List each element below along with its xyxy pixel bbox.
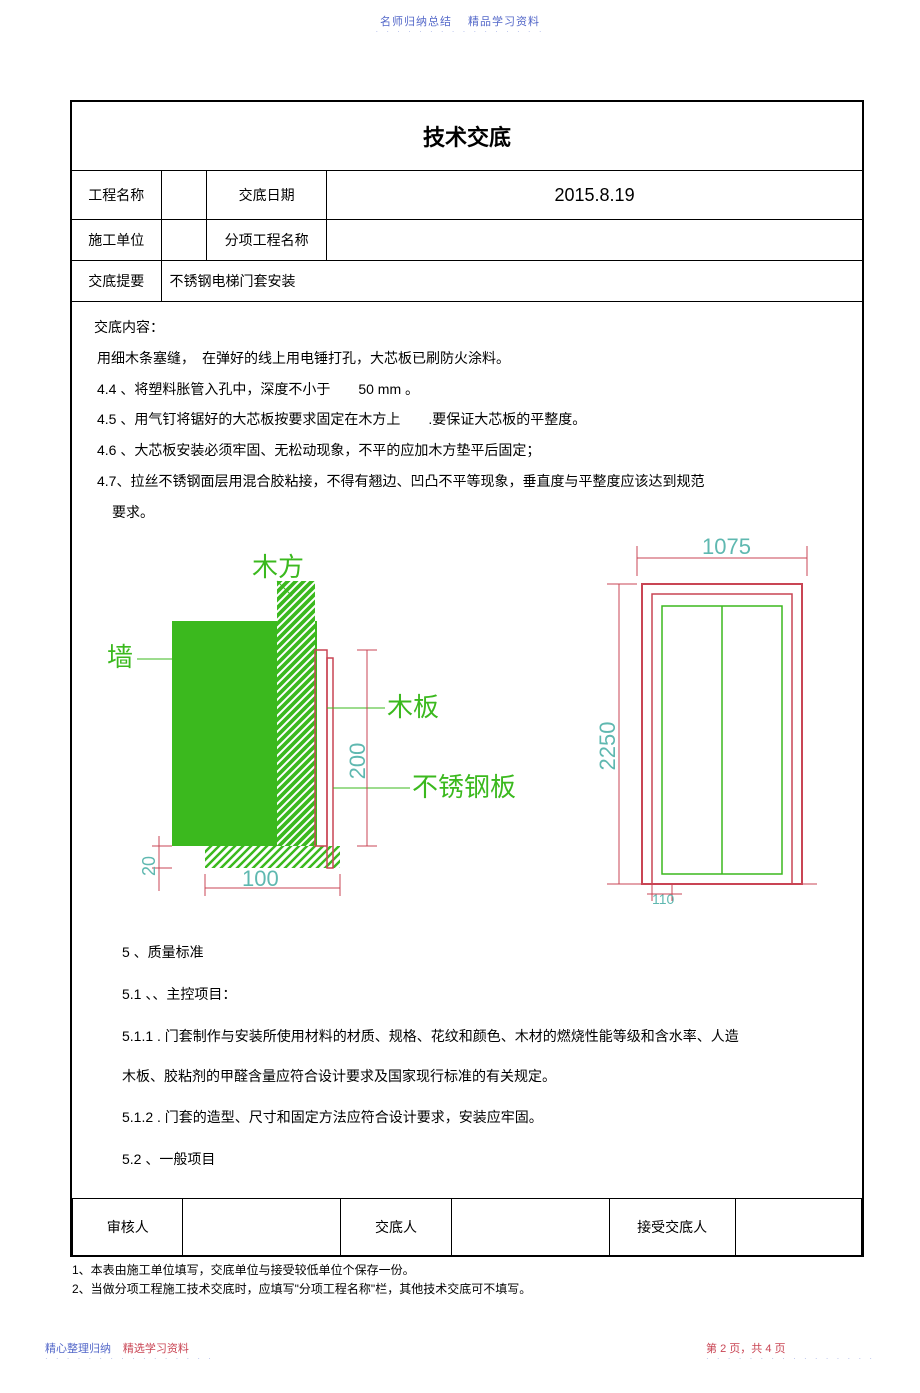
quality-line: 木板、胶粘剂的甲醛含量应符合设计要求及国家现行标准的有关规定。 (97, 1057, 837, 1096)
subproject-value (327, 220, 863, 261)
dim-w: 100 (242, 866, 279, 891)
receiver-value (735, 1198, 861, 1255)
dim-bottom: 20 (139, 856, 159, 876)
unit-label: 施工单位 (71, 220, 161, 261)
content-line: 4.6 、大芯板安装必须牢固、无松动现象，不平的应加木方垫平后固定； (72, 435, 862, 466)
subproject-label: 分项工程名称 (207, 220, 327, 261)
footer-right: 第 2 页，共 4 页 · · · · · · · · · · · · · · … (706, 1339, 875, 1363)
dim-base: 110 (652, 891, 675, 906)
date-label: 交底日期 (207, 171, 327, 220)
diagrams-row: 木方 墙 木板 不锈钢板 (72, 528, 862, 931)
signature-table: 审核人 交底人 接受交底人 (72, 1198, 862, 1255)
footer-dots-left: · · · · · · · · · · · · · · · · (45, 1354, 214, 1363)
summary-value: 不锈钢电梯门套安装 (161, 261, 863, 302)
dim-top: 1075 (702, 536, 751, 559)
bottom-hatch (205, 846, 340, 868)
content-line: 4.5 、用气钉将锯好的大芯板按要求固定在木方上 .要保证大芯板的平整度。 (72, 404, 862, 435)
presenter-label: 交底人 (341, 1198, 451, 1255)
quality-line: 5.2 、一般项目 (97, 1138, 837, 1180)
dim-h: 200 (345, 742, 370, 779)
elevation-diagram: 1075 (567, 536, 837, 906)
date-value: 2015.8.19 (327, 171, 863, 220)
receiver-label: 接受交底人 (609, 1198, 735, 1255)
section-diagram: 木方 墙 木板 不锈钢板 (97, 536, 517, 906)
page-header: 名师归纳总结 精品学习资料 · · · · · · · · · · · · · … (0, 0, 920, 40)
quality-line: 5.1 、、主控项目： (97, 973, 837, 1015)
content-inner: 交底内容： 用细木条塞缝， 在弹好的线上用电锤打孔，大芯板已刷防火涂料。 4.4… (72, 302, 862, 1198)
quality-line: 5 、质量标准 (97, 931, 837, 973)
header-dots: · · · · · · · · · · · · · · · · (0, 27, 920, 36)
wall-label: 墙 (107, 642, 133, 672)
page-body: 技术交底 工程名称 交底日期 2015.8.19 施工单位 分项工程名称 交底提… (0, 40, 920, 1319)
summary-label: 交底提要 (71, 261, 161, 302)
footer-dots-right: · · · · · · · · · · · · · · · · (706, 1354, 875, 1363)
reviewer-label: 审核人 (73, 1198, 183, 1255)
content-line: 用细木条塞缝， 在弹好的线上用电锤打孔，大芯板已刷防火涂料。 (72, 343, 862, 374)
unit-value (161, 220, 207, 261)
steel-board-rect (327, 658, 333, 868)
footer-left: 精心整理归纳 精选学习资料 · · · · · · · · · · · · · … (45, 1339, 214, 1363)
quality-section: 5 、质量标准 5.1 、、主控项目： 5.1.1 . 门套制作与安装所使用材料… (72, 931, 862, 1180)
wood-board-label: 木板 (387, 692, 439, 722)
wood-sq-label: 木方 (252, 552, 304, 582)
note-2: 2、当做分项工程施工技术交底时，应填写"分项工程名称"栏，其他技术交底可不填写。 (72, 1280, 850, 1299)
dim-height: 2250 (595, 721, 620, 770)
doc-title: 技术交底 (71, 101, 863, 171)
main-table: 技术交底 工程名称 交底日期 2015.8.19 施工单位 分项工程名称 交底提… (70, 100, 864, 1257)
content-line: 要求。 (72, 497, 862, 528)
note-1: 1、本表由施工单位填写，交底单位与接受较低单位个保存一份。 (72, 1261, 850, 1280)
project-name-label: 工程名称 (71, 171, 161, 220)
page-footer: 精心整理归纳 精选学习资料 · · · · · · · · · · · · · … (0, 1319, 920, 1393)
content-line: 4.7、拉丝不锈钢面层用混合胶粘接，不得有翘边、凹凸不平等现象，垂直度与平整度应… (72, 466, 862, 497)
project-name-value (161, 171, 207, 220)
quality-line: 5.1.2 . 门套的造型、尺寸和固定方法应符合设计要求，安装应牢固。 (97, 1096, 837, 1138)
presenter-value (451, 1198, 609, 1255)
reviewer-value (183, 1198, 341, 1255)
content-heading: 交底内容： (69, 312, 862, 343)
quality-line: 5.1.1 . 门套制作与安装所使用材料的材质、规格、花纹和颜色、木材的燃烧性能… (97, 1015, 837, 1057)
wood-square-rect (277, 581, 315, 846)
content-cell: 交底内容： 用细木条塞缝， 在弹好的线上用电锤打孔，大芯板已刷防火涂料。 4.4… (71, 302, 863, 1256)
steel-board-label: 不锈钢板 (412, 772, 516, 802)
footer-notes: 1、本表由施工单位填写，交底单位与接受较低单位个保存一份。 2、当做分项工程施工… (70, 1257, 850, 1299)
content-line: 4.4 、将塑料胀管入孔中，深度不小于 50 mm 。 (72, 374, 862, 405)
